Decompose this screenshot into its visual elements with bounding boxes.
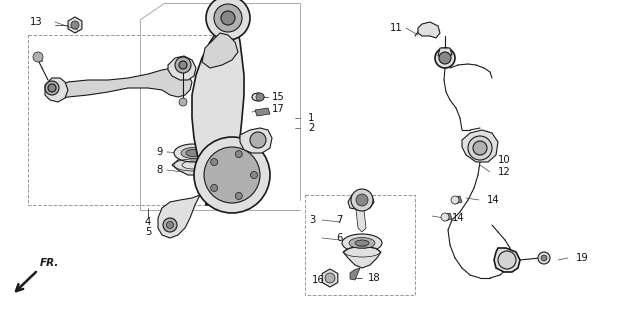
Polygon shape <box>453 196 462 204</box>
Polygon shape <box>192 30 244 205</box>
Polygon shape <box>418 22 440 38</box>
Ellipse shape <box>174 144 212 162</box>
Circle shape <box>166 221 174 228</box>
Text: 13: 13 <box>29 17 42 27</box>
Circle shape <box>179 98 187 106</box>
Text: 15: 15 <box>272 92 285 102</box>
Polygon shape <box>462 130 498 162</box>
Polygon shape <box>172 158 214 175</box>
Circle shape <box>498 251 516 269</box>
Polygon shape <box>158 195 200 238</box>
Text: 4: 4 <box>145 217 151 227</box>
Circle shape <box>194 137 270 213</box>
Polygon shape <box>356 210 366 232</box>
Polygon shape <box>348 192 374 210</box>
Circle shape <box>351 189 373 211</box>
Circle shape <box>33 52 43 62</box>
Polygon shape <box>322 269 338 287</box>
Text: 7: 7 <box>336 215 342 225</box>
Circle shape <box>325 273 335 283</box>
Ellipse shape <box>181 148 205 158</box>
Text: 1: 1 <box>308 113 314 123</box>
Text: 14: 14 <box>452 213 464 223</box>
Polygon shape <box>255 108 270 116</box>
Circle shape <box>538 252 550 264</box>
Polygon shape <box>45 78 68 102</box>
Circle shape <box>175 57 191 73</box>
Text: FR.: FR. <box>40 258 59 268</box>
Ellipse shape <box>349 237 375 249</box>
Text: 16: 16 <box>312 275 325 285</box>
Polygon shape <box>202 33 238 68</box>
Circle shape <box>439 52 451 64</box>
Circle shape <box>163 218 177 232</box>
Circle shape <box>214 4 242 32</box>
Text: 14: 14 <box>487 195 499 205</box>
Text: 6: 6 <box>336 233 342 243</box>
Polygon shape <box>168 56 196 80</box>
Circle shape <box>235 192 242 199</box>
Circle shape <box>541 255 547 261</box>
Circle shape <box>435 48 455 68</box>
Text: 5: 5 <box>145 227 151 237</box>
Circle shape <box>204 147 260 203</box>
Polygon shape <box>438 48 452 56</box>
Text: 3: 3 <box>310 215 316 225</box>
Text: 18: 18 <box>368 273 381 283</box>
Circle shape <box>473 141 487 155</box>
Circle shape <box>71 21 79 29</box>
Circle shape <box>211 159 217 165</box>
Polygon shape <box>48 68 192 100</box>
Circle shape <box>179 61 187 69</box>
Text: 10: 10 <box>498 155 511 165</box>
Text: 17: 17 <box>272 104 285 114</box>
Polygon shape <box>68 17 82 33</box>
Circle shape <box>441 213 449 221</box>
Circle shape <box>45 81 59 95</box>
Ellipse shape <box>342 234 382 252</box>
Polygon shape <box>443 213 452 221</box>
Polygon shape <box>343 246 381 268</box>
Circle shape <box>256 93 264 101</box>
Polygon shape <box>240 128 272 153</box>
Circle shape <box>221 11 235 25</box>
Text: 2: 2 <box>308 123 314 133</box>
Text: 9: 9 <box>157 147 163 157</box>
Circle shape <box>451 196 459 204</box>
Text: 12: 12 <box>498 167 511 177</box>
Circle shape <box>48 84 56 92</box>
Polygon shape <box>350 268 360 280</box>
Text: 19: 19 <box>576 253 589 263</box>
Circle shape <box>206 0 250 40</box>
Circle shape <box>250 132 266 148</box>
Ellipse shape <box>355 240 369 246</box>
Circle shape <box>211 184 217 191</box>
Ellipse shape <box>252 93 264 101</box>
Text: 8: 8 <box>157 165 163 175</box>
Circle shape <box>235 151 242 157</box>
Circle shape <box>251 172 258 179</box>
Polygon shape <box>494 248 520 272</box>
Circle shape <box>468 136 492 160</box>
Circle shape <box>356 194 368 206</box>
Ellipse shape <box>186 149 200 156</box>
Text: 11: 11 <box>390 23 402 33</box>
